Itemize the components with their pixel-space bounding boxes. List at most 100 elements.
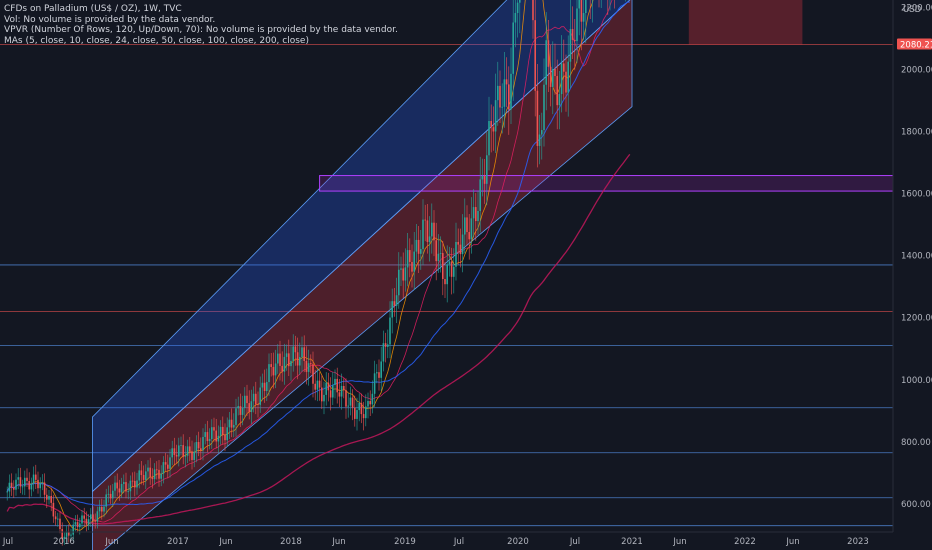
candle-body-113	[255, 393, 257, 405]
candle-body-222	[494, 100, 497, 132]
candle-body-207	[461, 234, 464, 255]
candle-body-82	[186, 446, 189, 456]
candle-body-186	[415, 239, 418, 252]
candle-body-46	[107, 493, 110, 495]
long-position-tool[interactable]	[688, 0, 803, 45]
candle-body-65	[149, 467, 151, 478]
candle-body-161	[360, 403, 363, 415]
candle-body-99	[224, 434, 226, 441]
candle-body-117	[263, 382, 266, 392]
y-tick-2000: 2000.00	[901, 65, 932, 75]
candle-body-89	[202, 436, 204, 451]
candle-body-61	[140, 470, 143, 475]
candle-body-214	[477, 210, 479, 222]
candle-body-29	[70, 534, 72, 536]
x-tick-6: Jun	[331, 537, 345, 547]
candle-body-135	[303, 347, 305, 361]
candle-body-199	[444, 279, 446, 285]
candle-body-9	[26, 477, 28, 482]
candle-body-40	[94, 520, 96, 522]
candle-body-252	[560, 63, 563, 95]
candle-body-83	[189, 446, 191, 452]
y-tick-800: 800.00	[901, 438, 931, 448]
candle-body-109	[246, 395, 248, 404]
candle-body-127	[285, 353, 288, 357]
y-tick-1800: 1800.00	[901, 127, 932, 137]
candle-body-67	[153, 469, 156, 480]
legend-title[interactable]: CFDs on Palladium (US$ / OZ), 1W, TVC	[4, 4, 182, 14]
candle-body-141	[316, 380, 319, 390]
candle-body-70	[160, 473, 162, 479]
candle-body-134	[301, 347, 303, 358]
candle-body-36	[85, 518, 88, 525]
candle-body-10	[28, 481, 30, 490]
candle-body-203	[453, 266, 455, 277]
candle-body-215	[479, 179, 481, 211]
candle-body-74	[169, 457, 171, 469]
candle-body-49	[114, 482, 116, 491]
candle-body-7	[21, 486, 24, 488]
legend-vpvr[interactable]: VPVR (Number Of Rows, 120, Up/Down, 70):…	[4, 25, 398, 35]
candle-body-209	[466, 217, 468, 233]
candle-body-107	[241, 407, 244, 415]
x-tick-2: Jun	[104, 537, 118, 547]
zone-2	[319, 175, 894, 192]
candle-body-261	[580, 0, 583, 22]
candle-body-115	[259, 387, 261, 405]
candle-body-229	[510, 73, 512, 110]
candle-body-28	[68, 531, 70, 536]
candle-body-242	[538, 134, 541, 146]
candle-body-243	[541, 130, 543, 135]
candle-body-35	[83, 515, 85, 519]
candle-body-256	[569, 29, 572, 62]
candle-body-23	[57, 518, 59, 520]
candle-body-193	[431, 222, 433, 237]
x-tick-4: Jun	[218, 537, 232, 547]
candle-body-185	[413, 251, 415, 272]
candle-body-87	[197, 442, 200, 449]
candle-body-150	[336, 378, 338, 393]
candle-body-91	[206, 432, 209, 442]
candle-body-4	[15, 479, 17, 490]
candle-body-254	[565, 71, 567, 93]
candle-body-240	[534, 20, 536, 91]
candle-body-163	[365, 406, 367, 419]
candle-body-162	[362, 414, 365, 419]
candle-body-195	[435, 240, 437, 262]
legend-volume[interactable]: Vol: No volume is provided by the data v…	[4, 14, 216, 25]
candle-body-118	[266, 382, 268, 392]
candle-body-104	[235, 408, 237, 425]
x-tick-7: 2019	[394, 537, 416, 547]
candle-body-200	[446, 264, 448, 285]
candle-body-202	[450, 261, 453, 277]
candle-body-244	[543, 84, 545, 131]
candle-body-5	[17, 477, 19, 480]
candle-body-24	[59, 518, 61, 530]
candle-body-39	[92, 514, 94, 521]
candle-body-88	[200, 448, 202, 451]
candle-body-247	[549, 66, 552, 87]
candle-body-54	[125, 482, 127, 492]
candle-body-55	[127, 491, 129, 493]
candle-body-41	[96, 511, 99, 522]
candle-body-15	[39, 482, 41, 489]
candle-body-124	[279, 353, 281, 366]
x-tick-13: 2022	[734, 537, 756, 547]
candle-body-177	[395, 295, 398, 306]
candle-body-53	[123, 482, 125, 484]
candle-body-90	[204, 432, 206, 437]
candle-body-32	[76, 522, 79, 528]
candle-body-213	[475, 207, 477, 222]
candle-body-72	[164, 462, 167, 465]
candle-body-168	[376, 372, 378, 374]
candle-body-159	[356, 410, 358, 419]
candle-body-114	[257, 404, 259, 406]
candle-body-126	[283, 356, 286, 372]
candle-body-59	[136, 480, 138, 488]
candle-body-14	[37, 479, 39, 489]
candle-body-180	[402, 268, 404, 281]
currency-label[interactable]: USD	[903, 5, 922, 15]
legend-mas[interactable]: MAs (5, close, 10, close, 24, close, 50,…	[4, 35, 309, 46]
